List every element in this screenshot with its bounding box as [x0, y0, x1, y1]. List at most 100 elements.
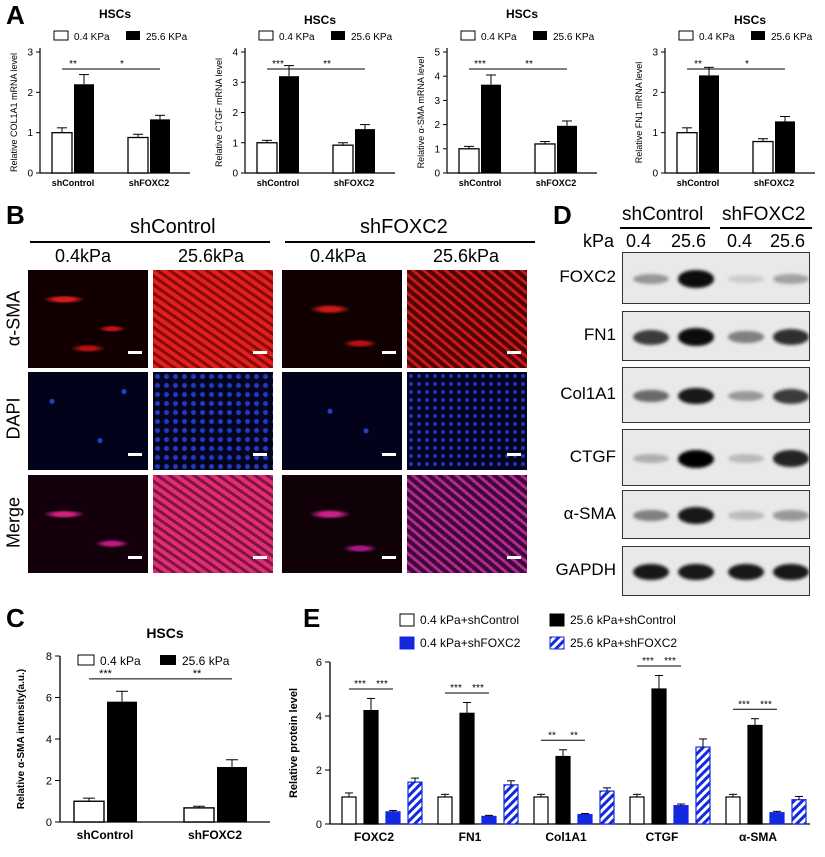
panel-a-chart-title: HSCs: [506, 7, 538, 21]
panel-c-tick-label: 2: [46, 776, 52, 788]
blot-band: [728, 454, 764, 463]
panel-e-bar: [725, 796, 741, 825]
panel-b-group1: shControl: [130, 216, 216, 238]
panel-e-legend-label: 0.4 kPa+shFOXC2: [420, 636, 521, 650]
panel-a-legend-filled-swatch: [126, 31, 140, 40]
panel-b-group2: shFOXC2: [360, 216, 448, 238]
blot-4: [622, 490, 810, 539]
panel-a-legend-filled: 25.6 KPa: [351, 32, 393, 43]
panel-e-sig-2: ***: [760, 699, 772, 710]
panel-b-row1-label: α-SMA: [3, 290, 24, 347]
panel-c-tick-label: 4: [46, 734, 52, 746]
blot-band: [773, 274, 809, 284]
panel-a-legend-filled-swatch: [533, 31, 547, 40]
panel-a-bar-filled: [355, 129, 375, 173]
panel-e-chart: 0.4 kPa+shControl 25.6 kPa+shControl 0.4 k…: [288, 613, 810, 844]
panel-a-legend-open: 0.4 KPa: [699, 32, 735, 43]
panel-e-legend-swatch: [399, 636, 415, 650]
panel-d-group2-line: [720, 227, 812, 229]
blot-5: [622, 546, 810, 596]
panel-e-bar: [341, 796, 357, 825]
panel-a-legend-filled: 25.6 KPa: [146, 32, 188, 43]
panel-e-bar: [577, 813, 593, 825]
panel-a-legend-open-swatch: [53, 30, 69, 41]
panel-a-legend-filled-swatch: [751, 31, 765, 40]
panel-c-bar-open: [183, 807, 215, 823]
panel-a-legend-filled: 25.6 KPa: [553, 32, 595, 43]
blot-label-3: CTGF: [569, 446, 616, 466]
panel-e-y-axis-label: Relative protein level: [288, 688, 300, 798]
panel-d-lane2: 25.6: [671, 231, 707, 251]
panel-d-group2: shFOXC2: [722, 204, 806, 225]
blot-label-0: FOXC2: [559, 267, 616, 286]
panel-a-category-label: shControl: [52, 178, 95, 188]
panel-d-group1: shControl: [622, 204, 704, 225]
panel-a-y-axis-label: Relative FN1 mRNA level: [634, 62, 644, 164]
panel-d-kpa-label: kPa: [583, 231, 615, 251]
panel-e-bar: [673, 805, 689, 825]
panel-e-bar: [747, 724, 763, 825]
panel-c-sig-2: **: [193, 668, 202, 680]
blot-label-5: GAPDH: [555, 560, 616, 579]
panel-a-category-label: shControl: [677, 178, 720, 188]
panel-a-chart-title: HSCs: [99, 7, 131, 21]
scale-bar: [382, 453, 396, 456]
scale-bar: [128, 351, 142, 354]
panel-c-legend-filled: 25.6 kPa: [182, 654, 230, 668]
panel-c-label: C: [6, 603, 25, 633]
micrograph-r3-c4: [407, 475, 527, 573]
panel-b-row3-label: Merge: [3, 496, 24, 549]
micrograph-r2-c3: [282, 372, 402, 470]
panel-e-bar: [555, 755, 571, 825]
panel-e-label: E: [303, 603, 321, 633]
panel-e-legend-swatch: [399, 613, 415, 627]
panel-a-bar-open: [256, 142, 278, 174]
panel-d-lane4: 25.6: [770, 231, 806, 251]
panel-e-tick-label: 0: [316, 819, 322, 831]
blot-band: [728, 331, 764, 343]
panel-b-group1-line: [30, 241, 270, 243]
panel-a-tick-label: 2: [652, 88, 658, 99]
panel-a-sig-1: **: [694, 59, 702, 70]
panel-a-category-label: shControl: [257, 178, 300, 188]
panel-a-chart-title: HSCs: [734, 13, 766, 27]
panel-d-lane1: 0.4: [626, 231, 652, 251]
blot-label-2: Col1A1: [560, 384, 616, 403]
panel-a-bar-filled: [150, 119, 170, 173]
panel-a-sig-1: ***: [474, 59, 486, 70]
panel-e-bar: [407, 781, 423, 825]
blot-band: [678, 507, 714, 524]
panel-e-legend-swatch: [549, 636, 565, 650]
blot-band: [633, 389, 669, 403]
panel-a-bar-open: [51, 132, 73, 174]
panel-c-tick-label: 0: [46, 817, 52, 829]
panel-a-tick-label: 3: [434, 96, 440, 107]
scale-bar: [507, 556, 521, 559]
panel-a-bar-open: [534, 143, 556, 174]
panel-a-legend-open: 0.4 KPa: [279, 32, 315, 43]
panel-a-tick-label: 1: [27, 128, 33, 139]
panel-c-chart: HSCs 0.4 kPa 25.6 kPa 0 2 4 6 8 Relative α-SMA i…: [16, 625, 270, 842]
panel-a-bar-open: [332, 144, 354, 174]
panel-a-category-label: shFOXC2: [334, 178, 375, 188]
panel-a-bar-filled: [481, 84, 501, 173]
panel-e-sig-2: **: [570, 730, 578, 741]
panel-e-bar: [769, 812, 785, 825]
panel-a-bar-filled: [557, 125, 577, 173]
panel-a-category-label: shFOXC2: [129, 178, 170, 188]
micrograph-r2-c1: [28, 372, 148, 470]
panel-a-bar-filled: [699, 75, 719, 173]
panel-e-bar: [385, 811, 401, 825]
panel-b-label: B: [6, 200, 25, 230]
blot-band: [773, 450, 809, 467]
micrograph-r2-c2: [153, 372, 273, 470]
micrograph-r1-c1: [28, 270, 148, 368]
panel-b-group2-line: [285, 241, 535, 243]
panel-a-sig-2: **: [525, 59, 533, 70]
blot-band: [728, 511, 764, 520]
panel-a-sig-2: *: [745, 59, 749, 70]
panel-e-legend-label: 25.6 kPa+shControl: [570, 613, 676, 627]
panel-b-row1-label-wrap: α-SMA: [2, 270, 26, 370]
scale-bar: [128, 556, 142, 559]
panel-a-legend-open: 0.4 KPa: [481, 32, 517, 43]
